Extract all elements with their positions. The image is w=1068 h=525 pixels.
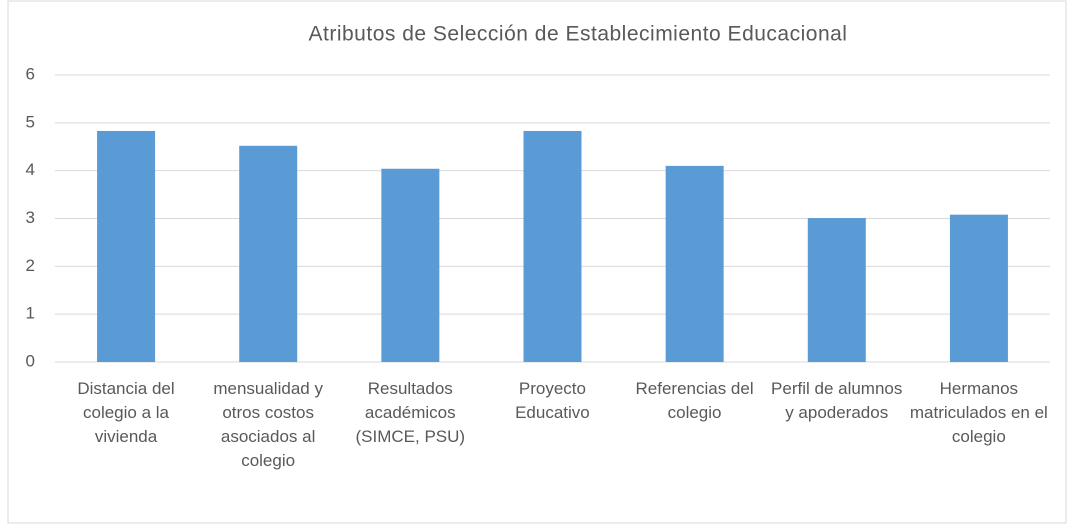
y-tick-label: 2 (26, 256, 35, 275)
x-tick-label: Hermanos matriculados en el colegio (909, 379, 1048, 446)
y-tick-label: 4 (26, 160, 35, 179)
bar (97, 130, 156, 362)
chart-title: Atributos de Selección de Establecimient… (309, 23, 848, 46)
y-tick-label: 6 (26, 64, 35, 83)
bar (523, 130, 582, 362)
y-tick-label: 1 (26, 304, 35, 323)
x-tick-label: Referencias del colegio (635, 379, 754, 422)
y-tick-label: 0 (26, 351, 35, 370)
chart-border (7, 0, 1067, 524)
x-tick-label: Distancia del colegio a la vivienda (77, 379, 175, 446)
bar (665, 165, 724, 362)
x-tick-label: Proyecto Educativo (515, 379, 590, 422)
x-tick-label: mensualidad y otros costos asociados al … (213, 379, 323, 470)
bar (807, 218, 866, 362)
y-tick-label: 3 (26, 208, 35, 227)
bar (949, 214, 1008, 362)
x-tick-label: Perfil de alumnos y apoderados (771, 379, 903, 422)
bar (381, 168, 440, 362)
x-tick-label: Resultados académicos (SIMCE, PSU) (355, 379, 466, 446)
bar (239, 145, 298, 362)
y-tick-label: 5 (26, 112, 35, 131)
